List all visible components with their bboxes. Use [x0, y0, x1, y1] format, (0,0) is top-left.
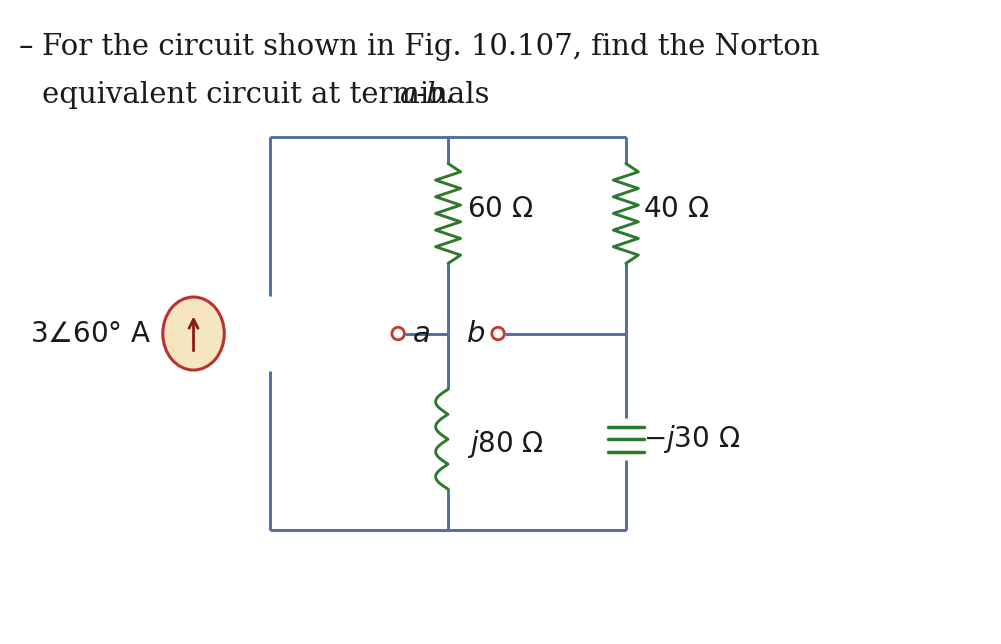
Circle shape: [491, 327, 505, 340]
Circle shape: [392, 327, 404, 340]
Text: 3$\angle$60° A: 3$\angle$60° A: [30, 319, 151, 348]
Ellipse shape: [163, 297, 224, 370]
Text: $j$80 $\Omega$: $j$80 $\Omega$: [467, 428, 545, 460]
Text: $-j$30 $\Omega$: $-j$30 $\Omega$: [643, 423, 741, 455]
Text: –: –: [19, 33, 33, 61]
Text: $b$: $b$: [465, 319, 484, 348]
Text: $a$: $a$: [411, 319, 429, 348]
Text: equivalent circuit at terminals: equivalent circuit at terminals: [42, 81, 498, 109]
Text: For the circuit shown in Fig. 10.107, find the Norton: For the circuit shown in Fig. 10.107, fi…: [42, 33, 819, 61]
Text: 40 $\Omega$: 40 $\Omega$: [643, 194, 710, 223]
Text: 60 $\Omega$: 60 $\Omega$: [467, 194, 534, 223]
Text: a-b.: a-b.: [399, 81, 454, 109]
